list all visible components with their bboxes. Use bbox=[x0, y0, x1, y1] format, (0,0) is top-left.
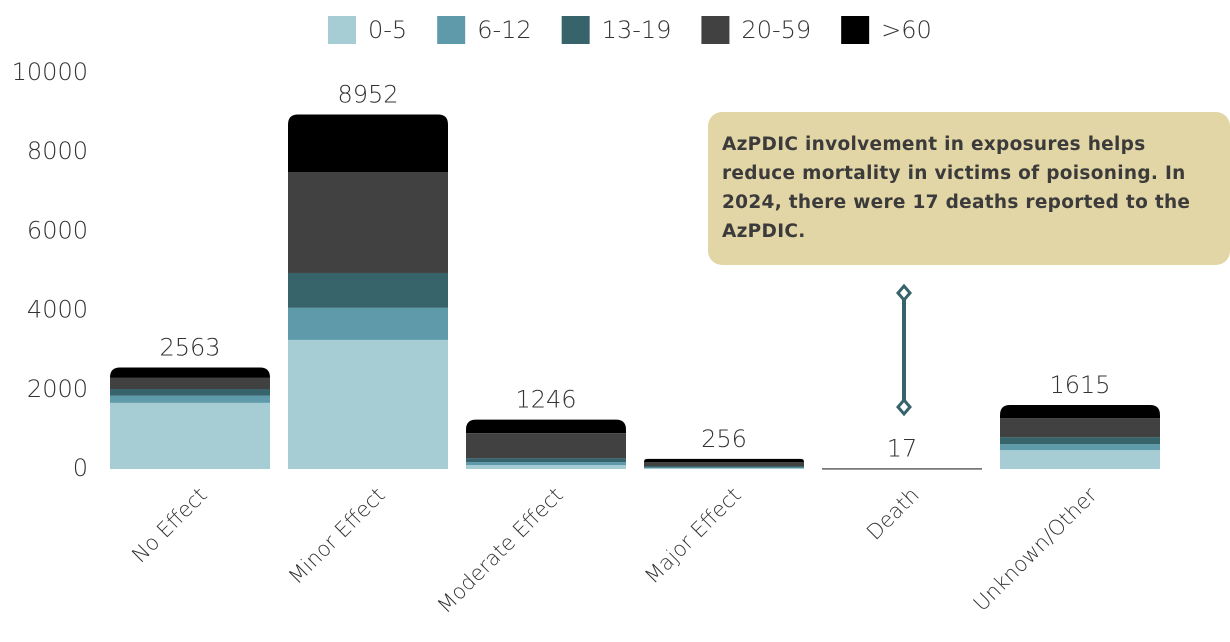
legend-label: 13-19 bbox=[602, 16, 672, 44]
y-tick-label: 4000 bbox=[27, 296, 88, 324]
bar-segment bbox=[110, 395, 270, 403]
y-tick-label: 8000 bbox=[27, 137, 88, 165]
x-tick-label: Moderate Effect bbox=[433, 483, 568, 618]
bar-segment bbox=[466, 433, 626, 459]
bar-segment bbox=[644, 468, 804, 469]
y-tick-label: 0 bbox=[73, 454, 88, 482]
legend-swatch bbox=[841, 16, 870, 44]
legend-label: 6-12 bbox=[477, 16, 531, 44]
y-tick-label: 2000 bbox=[27, 375, 88, 403]
annotation: AzPDIC involvement in exposures helps re… bbox=[708, 112, 1230, 265]
connector-end bbox=[896, 283, 912, 303]
data-label: 1246 bbox=[515, 386, 576, 414]
data-label: 8952 bbox=[337, 81, 398, 109]
bar-segment bbox=[110, 389, 270, 396]
bar-segment bbox=[644, 467, 804, 469]
connector bbox=[896, 283, 912, 417]
bar-segment bbox=[288, 339, 448, 469]
bar-segment bbox=[110, 377, 270, 390]
legend-swatch bbox=[561, 16, 590, 44]
bar-segment bbox=[1000, 444, 1160, 450]
bar-segment bbox=[466, 465, 626, 469]
bar-segment bbox=[466, 419, 626, 434]
bar-segment bbox=[1000, 437, 1160, 445]
bar-segment bbox=[288, 272, 448, 308]
bar-segment bbox=[1000, 449, 1160, 469]
x-tick-label: Unknown/Other bbox=[969, 483, 1102, 616]
legend-label: 20-59 bbox=[741, 16, 811, 44]
bar-segment bbox=[644, 458, 804, 463]
data-label: 1615 bbox=[1049, 371, 1110, 399]
bar-segment bbox=[644, 465, 804, 468]
bar-segment bbox=[110, 367, 270, 378]
data-label: 2563 bbox=[159, 334, 220, 362]
data-label: 17 bbox=[887, 434, 918, 462]
x-tick-label: Death bbox=[862, 483, 924, 545]
data-label: 256 bbox=[701, 425, 747, 453]
y-tick-label: 6000 bbox=[27, 216, 88, 244]
bar-segment bbox=[1000, 405, 1160, 419]
legend-swatch bbox=[437, 16, 466, 44]
bar-segment bbox=[288, 114, 448, 172]
connector-end bbox=[896, 397, 912, 417]
legend-swatch bbox=[701, 16, 730, 44]
legend-label: >60 bbox=[881, 16, 932, 44]
bar-segment bbox=[110, 402, 270, 469]
bar-segment bbox=[466, 462, 626, 466]
x-tick-label: Major Effect bbox=[640, 483, 746, 589]
y-tick-label: 10000 bbox=[12, 58, 88, 86]
legend-label: 0-5 bbox=[368, 16, 407, 44]
bar-segment bbox=[644, 462, 804, 466]
x-tick-label: No Effect bbox=[127, 483, 212, 568]
x-tick-label: Minor Effect bbox=[284, 483, 390, 589]
bar-segment bbox=[288, 307, 448, 340]
bar-segment bbox=[288, 172, 448, 273]
legend-swatch bbox=[328, 16, 356, 44]
bar-segment bbox=[1000, 418, 1160, 438]
bar-segment bbox=[466, 458, 626, 463]
